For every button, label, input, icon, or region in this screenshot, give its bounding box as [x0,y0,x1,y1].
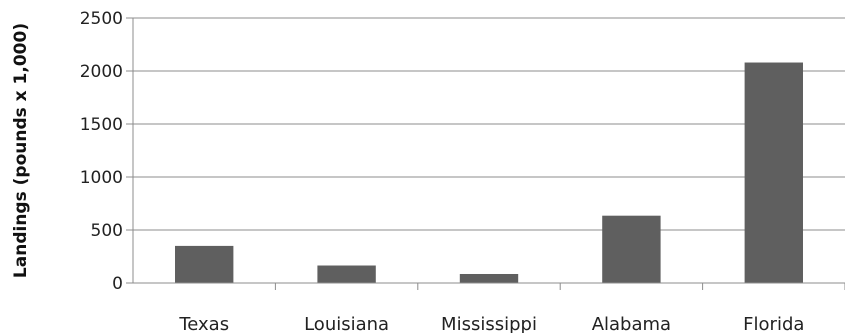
x-category-labels: Texas Louisiana Mississippi Alabama Florida [178,314,804,333]
x-category-label: Alabama [592,314,671,333]
y-tick-label: 1000 [80,168,123,188]
y-tick-label: 0 [112,274,123,294]
x-category-label: Louisiana [304,314,389,333]
x-category-label: Florida [743,314,804,333]
bar-mississippi [459,273,519,283]
y-tick-label: 2000 [80,62,123,82]
x-category-label: Mississippi [441,314,537,333]
bar-alabama [602,215,661,283]
y-tick-labels: 0 500 1000 1500 2000 2500 [80,9,123,294]
axes [126,17,845,290]
gridlines [133,17,845,231]
bar-texas [175,245,234,283]
y-tick-label: 500 [91,221,123,241]
y-axis-title: Landings (pounds x 1,000) [11,23,31,278]
y-tick-label: 1500 [80,115,123,135]
bar-louisiana [317,265,376,283]
bars [175,62,803,283]
x-category-label: Texas [178,314,229,333]
bar-florida [744,62,803,283]
y-tick-label: 2500 [80,9,123,29]
